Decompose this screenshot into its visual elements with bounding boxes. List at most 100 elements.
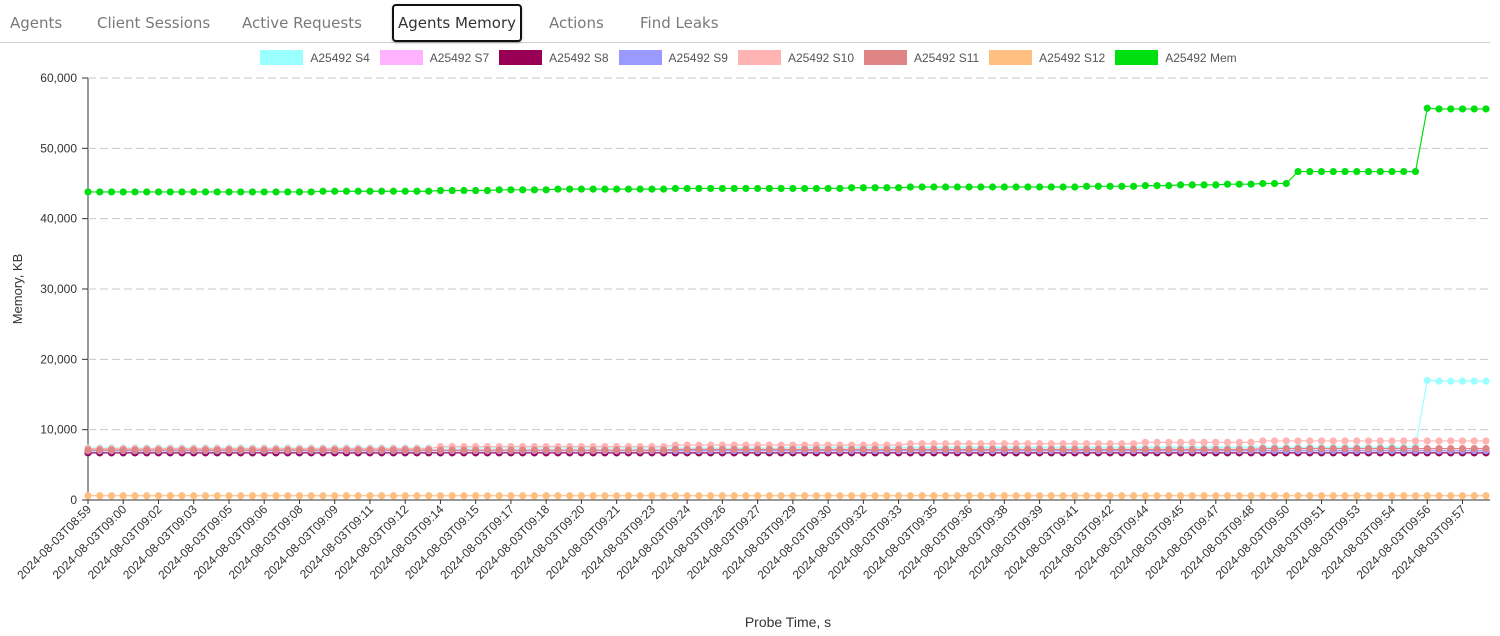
data-point <box>1153 445 1161 453</box>
legend-swatch <box>499 50 543 65</box>
data-point <box>1259 445 1267 453</box>
data-point <box>331 446 339 454</box>
data-point <box>671 184 679 193</box>
data-point <box>131 188 139 196</box>
data-point <box>1270 437 1279 445</box>
data-point <box>988 445 997 453</box>
data-point <box>624 446 633 454</box>
data-point <box>624 185 633 193</box>
data-point <box>906 183 914 191</box>
data-point <box>789 445 797 453</box>
data-point <box>1482 445 1490 453</box>
data-point <box>707 492 715 500</box>
data-point <box>1282 492 1290 500</box>
data-point <box>1000 445 1008 453</box>
data-point <box>507 492 515 500</box>
data-point <box>1129 182 1138 190</box>
data-point <box>1223 180 1232 188</box>
data-point <box>366 187 374 195</box>
data-point <box>941 492 950 500</box>
data-point <box>836 184 844 193</box>
legend-label: A25492 S4 <box>310 50 370 65</box>
data-point <box>1106 440 1114 448</box>
data-point <box>1165 182 1173 190</box>
data-point <box>507 186 515 194</box>
data-point <box>413 187 421 195</box>
data-point <box>1400 492 1408 500</box>
data-point <box>1470 445 1478 453</box>
legend-swatch <box>379 50 423 65</box>
tab[interactable]: Client Sessions <box>97 14 211 32</box>
data-point <box>319 187 327 195</box>
data-point <box>742 184 750 193</box>
data-point <box>107 492 116 500</box>
tab[interactable]: Find Leaks <box>640 14 719 32</box>
data-point <box>648 446 656 454</box>
data-point <box>131 492 139 500</box>
data-point <box>519 186 527 194</box>
data-point <box>683 445 691 453</box>
data-point <box>1012 440 1020 448</box>
data-point <box>1012 183 1020 191</box>
legend-item[interactable]: A25492 S7 <box>379 50 489 65</box>
data-point <box>1364 492 1373 500</box>
data-point <box>1317 445 1326 453</box>
data-point <box>1188 181 1196 189</box>
data-point <box>1259 437 1267 445</box>
data-point <box>1376 492 1384 500</box>
data-point <box>472 446 480 454</box>
data-point <box>1200 445 1208 453</box>
data-point <box>1000 440 1008 448</box>
legend-item[interactable]: A25492 S12 <box>989 50 1105 65</box>
legend-item[interactable]: A25492 S9 <box>618 50 728 65</box>
data-point <box>1000 492 1008 500</box>
data-point <box>777 492 785 500</box>
data-point <box>213 188 221 196</box>
tab[interactable]: Agents <box>10 14 63 32</box>
data-point <box>765 184 773 193</box>
data-point <box>295 188 304 196</box>
data-point <box>190 446 198 454</box>
legend-swatch <box>260 50 304 65</box>
data-point <box>1423 492 1431 500</box>
legend-item[interactable]: A25492 S10 <box>737 50 854 65</box>
data-point <box>977 445 985 453</box>
data-point <box>1364 437 1373 445</box>
legend-item[interactable]: A25492 S4 <box>260 50 370 65</box>
legend-item[interactable]: A25492 S11 <box>864 50 979 65</box>
legend-item[interactable]: A25492 S8 <box>499 50 609 65</box>
data-point <box>848 184 856 192</box>
data-point <box>577 185 586 193</box>
data-point <box>1082 440 1091 448</box>
data-point <box>260 188 268 196</box>
data-point <box>1035 440 1044 448</box>
data-point <box>119 188 127 196</box>
tab[interactable]: Actions <box>549 14 604 32</box>
data-point <box>1270 492 1279 500</box>
data-point <box>953 445 961 453</box>
data-point <box>1000 183 1008 191</box>
data-point <box>1035 492 1044 500</box>
data-point <box>1118 445 1126 453</box>
data-point <box>1129 492 1138 500</box>
tab[interactable]: Agents Memory <box>392 4 522 42</box>
data-point <box>965 183 973 191</box>
data-point <box>1059 492 1067 500</box>
data-point <box>1071 440 1079 448</box>
data-point <box>1306 445 1314 453</box>
data-point <box>307 446 315 454</box>
data-point <box>84 446 92 454</box>
data-point <box>1059 445 1067 453</box>
data-point <box>953 440 961 448</box>
legend-swatch <box>864 50 907 65</box>
data-point <box>1353 437 1361 445</box>
data-point <box>1235 180 1243 188</box>
data-point <box>1212 438 1220 446</box>
data-point <box>1176 181 1185 189</box>
data-point <box>389 187 398 195</box>
tab[interactable]: Active Requests <box>242 14 362 32</box>
data-point <box>1106 445 1114 453</box>
data-point <box>1165 445 1173 453</box>
legend-item[interactable]: A25492 Mem <box>1115 50 1237 65</box>
